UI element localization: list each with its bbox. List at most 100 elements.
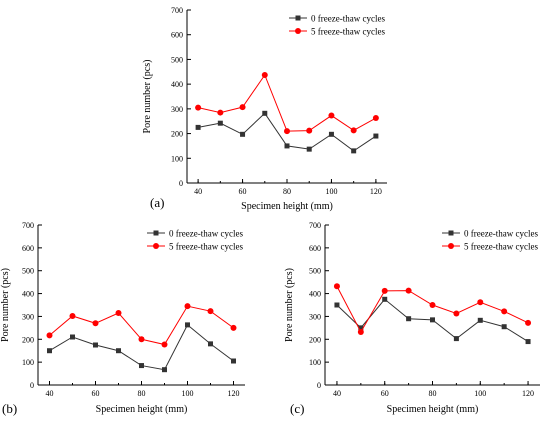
data-point-circle [115, 310, 122, 316]
y-tick-label: 500 [309, 267, 321, 276]
legend-marker-square [153, 230, 159, 236]
data-point-circle [453, 310, 460, 317]
y-tick-label: 500 [171, 55, 183, 64]
y-tick-label: 200 [171, 130, 183, 139]
panel-label: (c) [290, 401, 304, 416]
y-tick-label: 400 [309, 290, 321, 299]
data-point-square [373, 133, 379, 139]
data-point-circle [333, 283, 340, 290]
x-tick-label: 80 [138, 389, 146, 398]
panel-label: (b) [2, 401, 17, 416]
y-axis-label: Pore number (pcs) [284, 268, 295, 342]
y-tick-label: 400 [22, 290, 34, 299]
x-tick-label: 80 [283, 187, 291, 196]
x-tick-label: 120 [522, 389, 534, 398]
legend-label: 5 freeze-thaw cycles [169, 242, 243, 252]
data-point-circle [261, 71, 268, 78]
data-point-square [306, 146, 312, 152]
legend-label: 0 freeze-thaw cycles [311, 14, 385, 24]
legend-label: 0 freeze-thaw cycles [464, 229, 538, 239]
x-tick-label: 60 [239, 187, 247, 196]
x-tick-label: 60 [381, 389, 389, 398]
y-tick-label: 100 [309, 358, 321, 367]
data-point-square [185, 322, 190, 328]
legend-marker-square [448, 230, 454, 236]
data-point-square [116, 348, 121, 354]
x-axis-label: Specimen height (mm) [96, 404, 188, 415]
legend-marker-circle [295, 28, 301, 34]
data-point-square [406, 316, 412, 322]
data-point-circle [195, 104, 202, 111]
y-tick-label: 0 [179, 179, 183, 188]
series-line-1 [49, 324, 234, 371]
legend-marker-circle [153, 243, 159, 249]
x-axis-label: Specimen height (mm) [241, 201, 333, 212]
data-point-circle [184, 303, 191, 310]
legend-label: 5 freeze-thaw cycles [464, 242, 538, 252]
y-tick-label: 200 [309, 335, 321, 344]
data-point-circle [357, 328, 364, 335]
data-point-square [453, 336, 459, 342]
data-point-circle [381, 287, 388, 294]
data-point-square [217, 120, 223, 126]
data-point-circle [477, 299, 484, 306]
x-tick-label: 100 [325, 187, 337, 196]
y-tick-label: 400 [171, 80, 183, 89]
x-tick-label: 60 [92, 389, 100, 398]
data-point-square [430, 317, 435, 323]
data-point-square [328, 131, 334, 137]
y-tick-label: 700 [22, 221, 34, 230]
data-point-square [93, 342, 98, 348]
data-point-square [358, 325, 364, 331]
data-point-circle [161, 341, 168, 348]
data-point-square [139, 363, 144, 369]
data-point-circle [284, 128, 290, 135]
x-tick-label: 40 [333, 389, 341, 398]
y-tick-label: 600 [309, 244, 321, 253]
data-point-circle [207, 308, 214, 315]
y-tick-label: 600 [171, 31, 183, 40]
data-point-circle [46, 332, 53, 339]
data-point-square [501, 324, 507, 330]
data-point-circle [501, 308, 508, 315]
data-point-square [351, 148, 357, 154]
data-point-square [334, 302, 340, 308]
chart-panel-1: 0 100 200 300 400 500 600 700 40 60 80 100 120 Specim… [142, 6, 387, 212]
data-point-square [70, 334, 75, 340]
data-point-square [284, 143, 290, 149]
y-tick-label: 100 [22, 358, 34, 367]
legend-marker-square [295, 15, 301, 21]
y-tick-label: 300 [171, 105, 183, 114]
data-point-square [47, 348, 52, 354]
data-point-circle [525, 319, 532, 326]
y-axis-label: Pore number (pcs) [0, 268, 11, 342]
x-tick-label: 100 [182, 389, 194, 398]
y-axis-label: Pore number (pcs) [142, 60, 153, 134]
data-point-circle [138, 336, 145, 343]
data-point-circle [306, 127, 313, 134]
data-point-square [162, 367, 167, 373]
data-point-circle [372, 115, 379, 122]
legend-marker-circle [448, 243, 454, 249]
chart-panel-3: 0 100 200 300 400 500 600 700 40 60 80 100 120 Specim… [284, 221, 540, 416]
panel-label: (a) [150, 195, 164, 210]
series-line-2 [198, 73, 377, 132]
x-tick-label: 100 [474, 389, 486, 398]
legend-label: 5 freeze-thaw cycles [311, 27, 385, 37]
data-point-square [240, 131, 246, 137]
data-point-circle [69, 312, 76, 319]
data-point-square [525, 339, 531, 345]
y-tick-label: 300 [22, 312, 34, 321]
data-point-circle [429, 302, 436, 308]
data-point-circle [217, 109, 224, 116]
y-tick-label: 700 [171, 6, 183, 15]
data-point-circle [230, 324, 237, 331]
y-tick-label: 300 [309, 312, 321, 321]
data-point-circle [350, 127, 357, 134]
data-point-square [195, 124, 201, 130]
data-point-square [382, 296, 388, 302]
chart-panel-2: 0 100 200 300 400 500 600 700 40 60 80 100 120 Specim… [0, 221, 245, 416]
data-point-square [231, 358, 236, 364]
